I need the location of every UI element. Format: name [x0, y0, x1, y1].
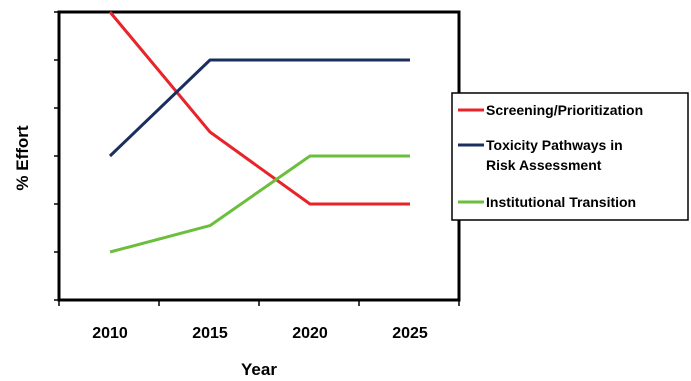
- series-line-1: [108, 11, 410, 206]
- x-tick-label-2010: 2010: [92, 325, 128, 342]
- series-line-2: [108, 58, 410, 158]
- legend-label-3: Institutional Transition: [486, 194, 636, 210]
- y-axis-ticks: [54, 11, 59, 301]
- series-line-3: [109, 154, 410, 254]
- x-tick-label-2020: 2020: [292, 325, 328, 342]
- x-tick-label-2025: 2025: [392, 325, 428, 342]
- x-tick-label-2015: 2015: [192, 325, 228, 342]
- series-lines: [108, 11, 410, 254]
- legend-label-1: Screening/Prioritization: [486, 102, 643, 118]
- x-axis-title: Year: [241, 360, 277, 379]
- legend-box: [451, 92, 689, 221]
- legend-label-2: Toxicity Pathways in Risk Assessment: [486, 137, 623, 173]
- y-axis-title: % Effort: [13, 125, 32, 191]
- legend: Screening/Prioritization Toxicity Pathway…: [451, 92, 689, 221]
- x-axis-ticks: [58, 300, 460, 306]
- x-axis-tick-labels: 2010 2015 2020 2025: [92, 325, 428, 342]
